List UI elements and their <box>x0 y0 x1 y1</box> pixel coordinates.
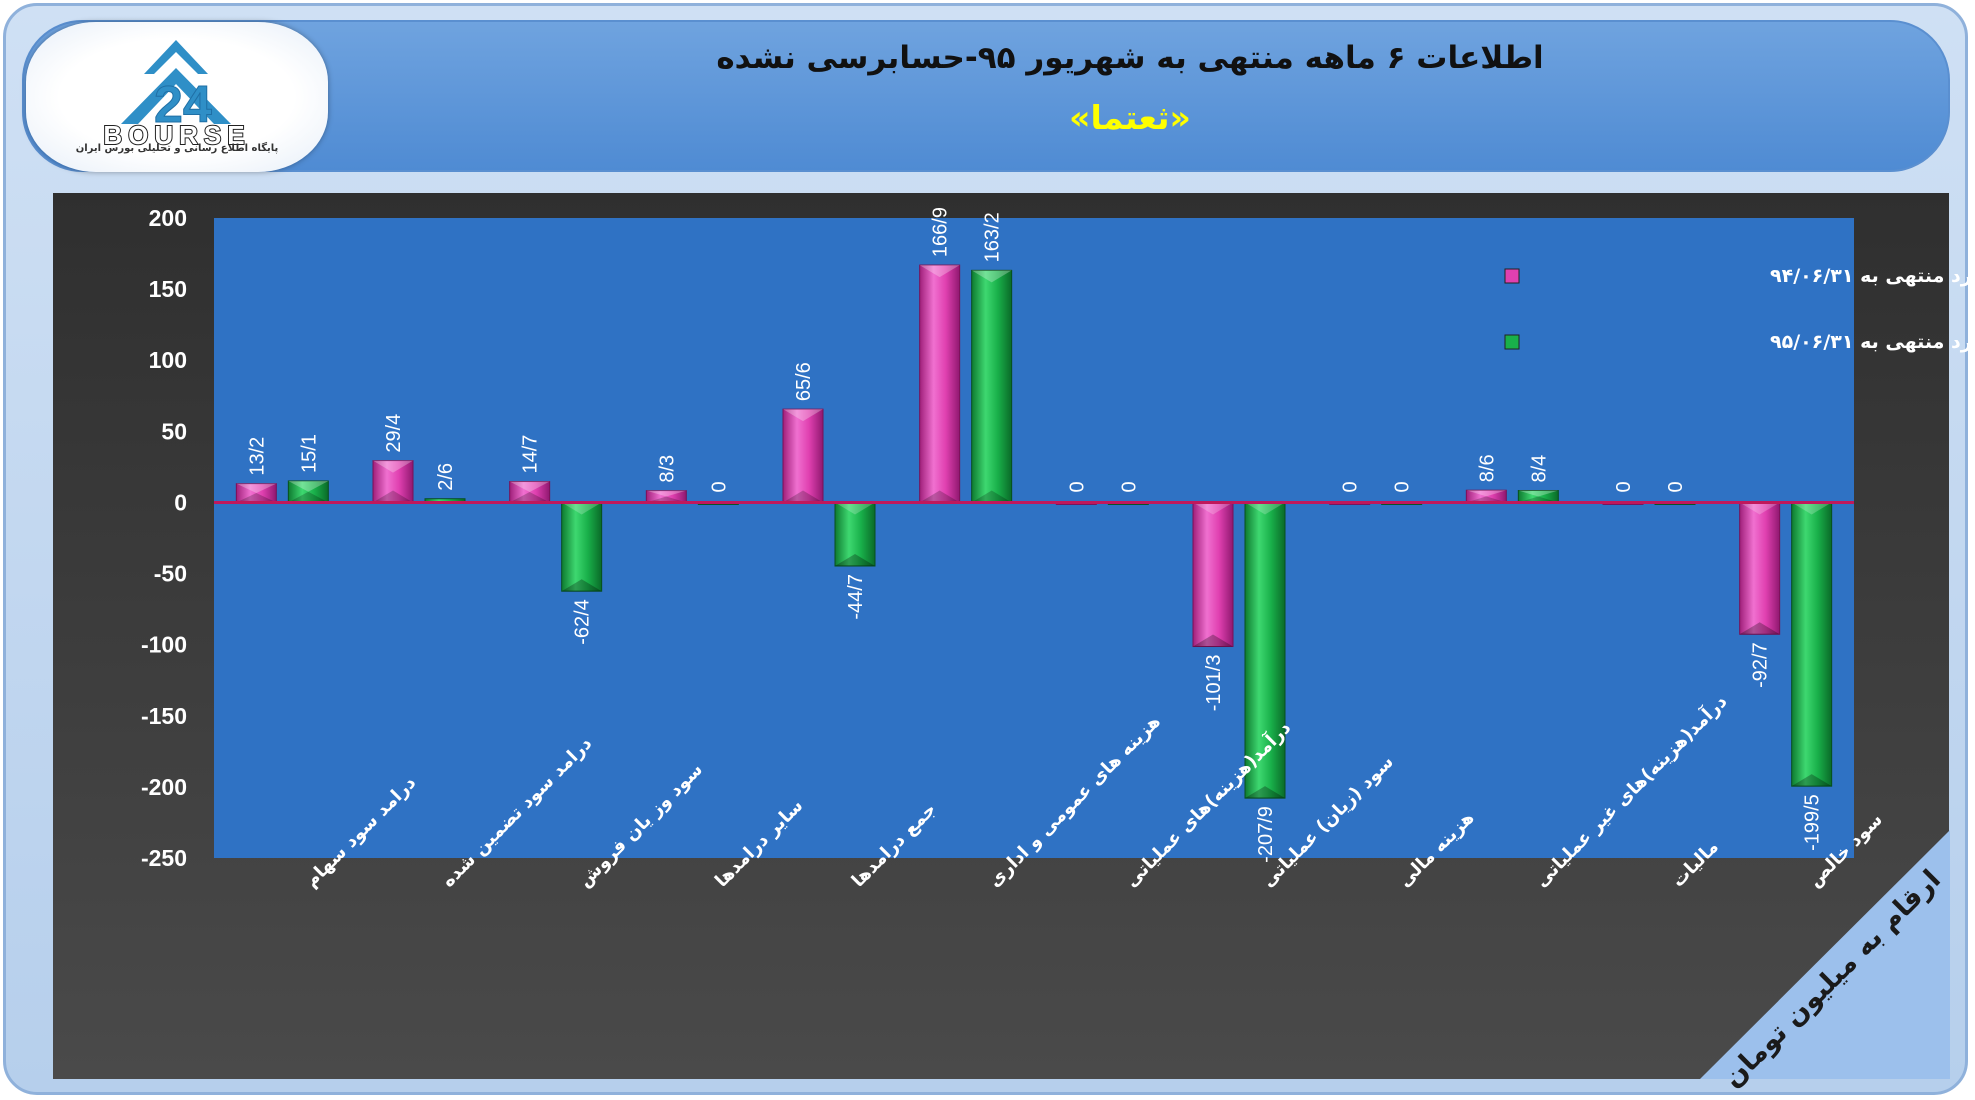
data-label: 166/9 <box>930 207 952 257</box>
bar-series1-9 <box>1465 489 1507 503</box>
bourse24-logo: 24 BOURSE پایگاه اطلاع رسانی و تحلیلی بو… <box>26 22 328 172</box>
data-label: 2/6 <box>435 463 457 491</box>
data-label: 0 <box>1392 481 1414 492</box>
bar-series2-11 <box>1791 501 1833 787</box>
bar-series2-5 <box>971 269 1013 503</box>
y-tick-label: -100 <box>141 632 187 658</box>
data-label: 163/2 <box>982 212 1004 262</box>
legend-swatch <box>1504 334 1520 350</box>
data-labels: 13/2 29/4 14/7 8/3 65/6 166/9 0 -101/3 0 8/6 0 -92/… <box>246 207 1823 863</box>
bar-series2-4 <box>834 501 876 567</box>
svg-text:24: 24 <box>154 76 212 134</box>
y-axis: 200 150 100 50 0 -50 -100 -150 -200 -250 <box>141 205 187 871</box>
data-label: 15/1 <box>298 434 320 473</box>
data-label: 14/7 <box>520 435 542 474</box>
data-label: 8/3 <box>656 455 678 483</box>
data-label: 0 <box>1118 481 1140 492</box>
data-label: 0 <box>1066 481 1088 492</box>
data-label: -62/4 <box>572 599 594 645</box>
bar-series2-9 <box>1517 489 1559 503</box>
y-tick-label: -50 <box>154 561 187 587</box>
bars <box>235 264 1833 799</box>
bar-series2-2 <box>561 501 603 592</box>
bar-series1-5 <box>919 264 961 503</box>
bar-series1-3 <box>645 490 687 503</box>
svg-text:BOURSE: BOURSE <box>103 120 250 150</box>
data-label: 0 <box>1665 481 1687 492</box>
data-label: -207/9 <box>1255 806 1277 863</box>
bar-series1-7 <box>1192 501 1234 648</box>
y-tick-label: -150 <box>141 703 187 729</box>
bar-series2-7 <box>1244 501 1286 799</box>
legend-label: عملکرد منتهی به ۹۴/۰۶/۳۱ <box>1770 265 1975 287</box>
y-tick-label: -250 <box>141 845 187 871</box>
data-label: 8/4 <box>1528 455 1550 483</box>
bar-series1-0 <box>235 483 277 503</box>
legend-item-2: عملکرد منتهی به ۹۵/۰۶/۳۱ <box>1504 331 1975 353</box>
data-label: -44/7 <box>845 574 867 620</box>
plot-area <box>214 218 1854 858</box>
legend: عملکرد منتهی به ۹۴/۰۶/۳۱ عملکرد منتهی به … <box>1504 265 1975 353</box>
data-label: 65/6 <box>793 362 815 401</box>
y-tick-label: -200 <box>141 774 187 800</box>
bar-series1-11 <box>1739 501 1781 635</box>
data-label: -101/3 <box>1203 655 1225 712</box>
title-banner <box>22 20 1950 172</box>
chart-subtitle: «ثعتما» <box>1069 98 1191 137</box>
data-label: 0 <box>708 481 730 492</box>
legend-label: عملکرد منتهی به ۹۵/۰۶/۳۱ <box>1770 331 1975 353</box>
y-tick-label: 200 <box>149 205 187 231</box>
data-label: -92/7 <box>1750 642 1772 688</box>
logo-caption: پایگاه اطلاع رسانی و تحلیلی بورس ایران <box>75 143 279 154</box>
bar-series1-1 <box>372 460 414 503</box>
bar-series2-0 <box>287 480 329 503</box>
data-label: 0 <box>1340 481 1362 492</box>
chart-title: اطلاعات ۶ ماهه منتهی به شهریور ۹۵-حسابرس… <box>716 40 1544 76</box>
data-label: -199/5 <box>1802 794 1824 851</box>
data-label: 8/6 <box>1476 454 1498 482</box>
bar-series1-2 <box>509 481 551 503</box>
data-label: 13/2 <box>246 437 268 476</box>
bar-series1-4 <box>782 408 824 503</box>
y-tick-label: 100 <box>149 347 187 373</box>
legend-swatch <box>1504 268 1520 284</box>
data-label: 0 <box>1613 481 1635 492</box>
legend-item-1: عملکرد منتهی به ۹۴/۰۶/۳۱ <box>1504 265 1975 287</box>
y-tick-label: 0 <box>174 489 187 515</box>
data-label: 29/4 <box>383 414 405 453</box>
y-tick-label: 50 <box>161 418 187 444</box>
y-tick-label: 150 <box>149 276 187 302</box>
